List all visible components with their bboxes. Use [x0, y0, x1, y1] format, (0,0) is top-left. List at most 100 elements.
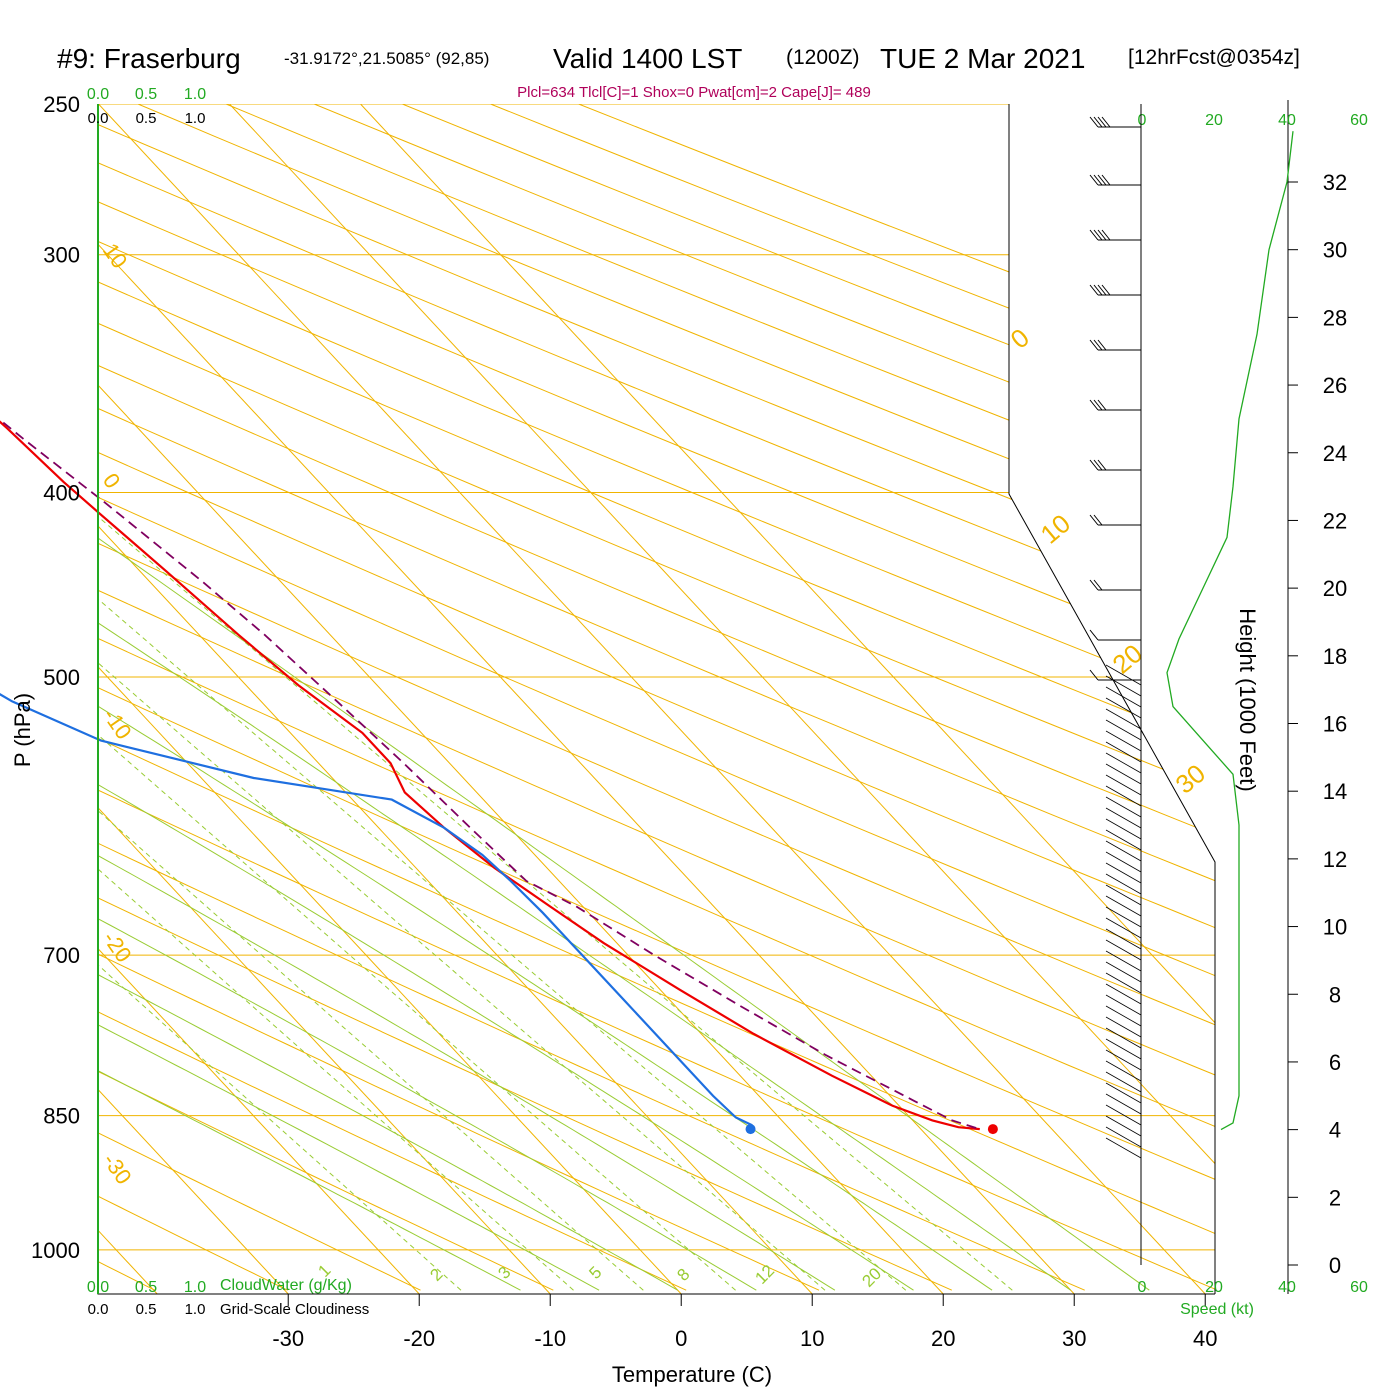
wind-barb — [1105, 1126, 1142, 1148]
dry-adiabat — [98, 104, 953, 1291]
x-tick-label: 30 — [1062, 1326, 1086, 1351]
height-tick-label: 22 — [1323, 508, 1347, 533]
dry-adiabat — [98, 104, 554, 1291]
x-tick-label: -10 — [534, 1326, 566, 1351]
title-station: #9: Fraserburg — [57, 43, 241, 74]
height-tick-label: 20 — [1323, 576, 1347, 601]
wind-barb — [1105, 873, 1142, 895]
cloudwater-label: CloudWater (g/Kg) — [220, 1277, 352, 1294]
cloudwater-tick-bottom: 1.0 — [184, 1279, 206, 1296]
cloudwater-tick-bottom: 0.5 — [135, 1279, 157, 1296]
pressure-tick-label: 500 — [43, 665, 80, 690]
wind-barb — [1105, 1038, 1142, 1060]
wind-barb-flag — [1097, 229, 1107, 241]
dry-adiabat — [493, 104, 1215, 1291]
cloudiness-label: Grid-Scale Cloudiness — [220, 1301, 369, 1318]
height-tick-label: 8 — [1329, 982, 1341, 1007]
wind-barb — [1105, 961, 1142, 983]
x-tick-label: 20 — [931, 1326, 955, 1351]
height-tick-label: 30 — [1323, 238, 1347, 263]
wind-barb — [1105, 840, 1142, 862]
dry-adiabat — [98, 104, 421, 1291]
cloudwater-tick-top: 0.0 — [87, 86, 109, 103]
speed-tick-top: 60 — [1350, 112, 1368, 129]
x-tick-label: 40 — [1193, 1326, 1217, 1351]
height-tick-label: 4 — [1329, 1118, 1341, 1143]
wind-barb — [1105, 730, 1142, 752]
wind-barb-flag — [1097, 399, 1107, 411]
dry-adiabat — [98, 104, 1215, 1291]
speed-tick-bottom: 0 — [1138, 1279, 1147, 1296]
dry-adiabat — [98, 104, 1215, 1291]
isotherm-10 — [98, 104, 813, 1294]
mixing-ratio-label: 20 — [858, 1264, 885, 1291]
dry-adiabat — [98, 104, 820, 1291]
dry-adiabat — [98, 104, 1215, 1291]
wind-barb-flag — [1093, 284, 1103, 296]
dry-adiabat-label: 20 — [1107, 638, 1148, 680]
wind-barb-flag — [1097, 339, 1107, 351]
wind-barb — [1105, 686, 1142, 708]
dry-adiabat — [98, 104, 1215, 1291]
cloudwater-tick-bottom: 0.0 — [87, 1279, 109, 1296]
wind-barb — [1105, 719, 1142, 741]
wind-barb — [1105, 1082, 1142, 1104]
x-tick-label: -30 — [272, 1326, 304, 1351]
title-forecast: [12hrFcst@0354z] — [1128, 46, 1300, 69]
x-axis-label: Temperature (C) — [612, 1362, 772, 1387]
isotherm-label: -20 — [98, 927, 137, 967]
params-line: Plcl=634 Tlcl[C]=1 Shox=0 Pwat[cm]=2 Cap… — [517, 84, 871, 101]
moist-adiabat — [98, 104, 1071, 1291]
wind-barb-flag — [1101, 284, 1111, 296]
wind-barb-flag — [1097, 116, 1107, 128]
series-dewpoint — [0, 693, 753, 1127]
speed-tick-bottom: 40 — [1278, 1279, 1296, 1296]
dry-adiabat — [98, 104, 1215, 1291]
plot-frame-right — [1008, 104, 1216, 1294]
moist-adiabat — [98, 104, 757, 1291]
height-tick-label: 10 — [1323, 915, 1347, 940]
mixing-ratio-label: 2 — [426, 1265, 446, 1285]
mixing-ratio-label: 5 — [585, 1263, 605, 1283]
wind-barb-flag — [1101, 229, 1111, 241]
title-date: TUE 2 Mar 2021 — [880, 43, 1085, 74]
mixing-ratio-line — [98, 492, 574, 1291]
height-tick-label: 16 — [1323, 712, 1347, 737]
wind-barb — [1105, 697, 1142, 719]
wind-barb-flag — [1089, 579, 1099, 591]
wind-barb — [1105, 972, 1142, 994]
height-tick-label: 28 — [1323, 305, 1347, 330]
wind-barb — [1105, 1093, 1142, 1115]
dry-adiabat — [98, 104, 1215, 1291]
pressure-tick-label: 300 — [43, 243, 80, 268]
pressure-tick-label: 250 — [43, 92, 80, 117]
wind-barb-flag — [1097, 459, 1107, 471]
cloudiness-tick-bottom: 0.5 — [136, 1301, 157, 1318]
isotherm-60 — [360, 104, 1215, 1294]
cloudiness-tick-bottom: 1.0 — [185, 1301, 206, 1318]
isotherm-50 — [229, 104, 1215, 1294]
dry-adiabat — [98, 104, 1215, 1291]
y-axis-label: P (hPa) — [10, 693, 35, 767]
dry-adiabat — [98, 104, 1215, 1291]
wind-barb — [1105, 1016, 1142, 1038]
wind-barb — [1105, 752, 1142, 774]
mixing-ratio-line — [98, 492, 907, 1291]
wind-barb — [1105, 917, 1142, 939]
dry-adiabat — [98, 104, 1215, 1291]
wind-barb — [1105, 1005, 1142, 1027]
mixing-ratio-label: 8 — [673, 1265, 693, 1285]
height-tick-label: 2 — [1329, 1185, 1341, 1210]
mixing-ratio-line — [98, 492, 644, 1291]
wind-barb-flag — [1101, 116, 1111, 128]
x-tick-label: 10 — [800, 1326, 824, 1351]
dry-adiabat-label: 10 — [1035, 508, 1076, 550]
wind-barb-flag — [1093, 579, 1103, 591]
wind-barb-flag — [1089, 339, 1099, 351]
speed-tick-top: 0 — [1138, 112, 1147, 129]
wind-barb-flag — [1089, 229, 1099, 241]
wind-barb-flag — [1089, 284, 1099, 296]
wind-barb-flag — [1089, 399, 1099, 411]
wind-barb — [1105, 1027, 1142, 1049]
